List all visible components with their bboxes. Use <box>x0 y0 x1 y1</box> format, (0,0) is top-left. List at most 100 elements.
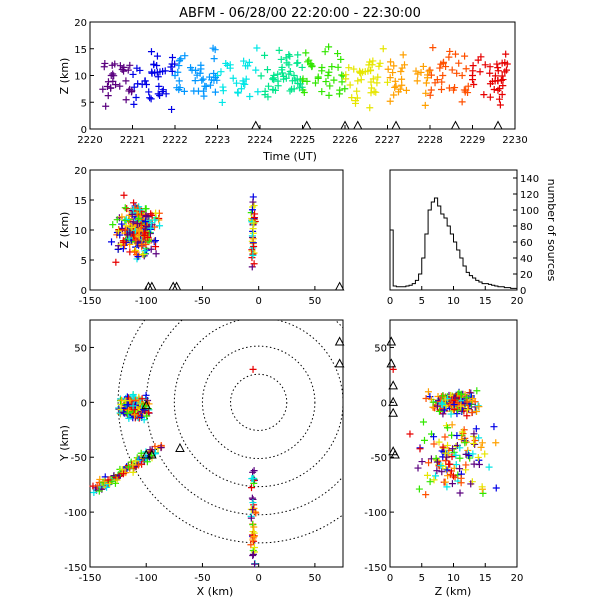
zy-point <box>432 472 440 480</box>
p1-xtick-label: 2230 <box>502 135 527 146</box>
p1-point <box>426 91 434 99</box>
p1-point <box>180 87 188 95</box>
p2-point <box>249 251 257 259</box>
zy-point <box>439 392 447 400</box>
hist-ytick-label: 60 <box>520 238 533 249</box>
zy-point <box>474 453 482 461</box>
range-ring <box>145 320 343 516</box>
p2-point <box>116 231 124 239</box>
plan-point <box>101 477 109 485</box>
p1-point <box>345 64 353 72</box>
zy-xtick-label: 15 <box>479 573 492 584</box>
zy-point <box>468 397 476 405</box>
p1-point <box>159 86 167 94</box>
p1-point <box>325 91 333 99</box>
plan-point <box>108 477 116 485</box>
p2-point <box>129 209 137 217</box>
p1-point <box>374 73 382 81</box>
zy-point <box>446 460 454 468</box>
zy-ytick-label: 50 <box>374 343 387 354</box>
zy-point <box>441 396 449 404</box>
p1-point <box>369 57 377 65</box>
zy-point <box>426 478 434 486</box>
p1-point <box>212 73 220 81</box>
p1-point <box>132 93 140 101</box>
range-ring <box>173 320 343 488</box>
p1-point <box>153 61 161 69</box>
p1-point <box>168 60 176 68</box>
p1-point <box>246 92 254 100</box>
plan-xtick-label: -50 <box>194 573 210 584</box>
p1-point <box>350 65 358 73</box>
zy-xtick-label: 10 <box>447 573 460 584</box>
zy-ytick-label: -50 <box>371 453 387 464</box>
p2-point <box>128 210 136 218</box>
p1-point <box>290 85 298 93</box>
p2-point <box>122 222 130 230</box>
p1-point <box>300 88 308 96</box>
zy-point <box>435 407 443 415</box>
zy-point <box>467 480 475 488</box>
p1-point <box>202 82 210 90</box>
zy-point <box>414 464 422 472</box>
zy-point <box>468 409 476 417</box>
hist-ytick-label: 120 <box>520 190 539 201</box>
p2-point <box>130 199 138 207</box>
p1-point <box>294 59 302 67</box>
zy-station-triangle <box>388 407 399 417</box>
p1-point <box>240 80 248 88</box>
p1-point <box>366 58 374 66</box>
plan-point <box>143 458 151 466</box>
p1-point <box>210 76 218 84</box>
zy-point <box>446 471 454 479</box>
p1-point <box>325 68 333 76</box>
p1-xtick-label: 2227 <box>375 135 400 146</box>
p1-point <box>210 55 218 63</box>
zy-point <box>451 473 459 481</box>
plan-point <box>132 457 140 465</box>
plan-frame <box>89 319 344 568</box>
plan-point <box>95 487 103 495</box>
zy-point <box>441 433 449 441</box>
p1-point <box>348 94 356 102</box>
p1-point <box>286 87 294 95</box>
p1-point <box>269 86 277 94</box>
p1-point <box>261 87 269 95</box>
zy-point <box>437 393 445 401</box>
p1-ytick-label: 15 <box>74 45 87 56</box>
plan-ytick-label: -100 <box>64 508 87 519</box>
p1-point <box>162 90 170 98</box>
p1-point <box>396 85 404 93</box>
zy-point <box>420 436 428 444</box>
p1-point <box>412 67 420 75</box>
p2-point <box>156 222 164 230</box>
zy-point <box>433 467 441 475</box>
p1-xtick-label: 2226 <box>332 135 357 146</box>
zy-point <box>440 448 448 456</box>
p1-point <box>480 91 488 99</box>
p1-point <box>496 101 504 109</box>
plan-point <box>250 533 258 541</box>
p2-point <box>250 202 258 210</box>
plan-point <box>138 460 146 468</box>
p1-point <box>193 71 201 79</box>
zy-point <box>464 446 472 454</box>
p2-xtick-label: 50 <box>309 296 322 307</box>
zy-point <box>457 479 465 487</box>
p1-point <box>392 82 400 90</box>
p2-xtick-label: -50 <box>194 296 210 307</box>
p1-point <box>120 67 128 75</box>
p1-point <box>325 43 333 51</box>
plan-point <box>125 414 133 422</box>
zy-point <box>452 461 460 469</box>
p1-point <box>206 81 214 89</box>
zy-xtick-label: 5 <box>419 573 425 584</box>
p1-point <box>474 56 482 64</box>
p1-point <box>501 68 509 76</box>
p2-point <box>132 236 140 244</box>
p2-point <box>144 213 152 221</box>
p1-point <box>234 89 242 97</box>
p1-point <box>116 62 124 70</box>
p1-point <box>154 73 162 81</box>
